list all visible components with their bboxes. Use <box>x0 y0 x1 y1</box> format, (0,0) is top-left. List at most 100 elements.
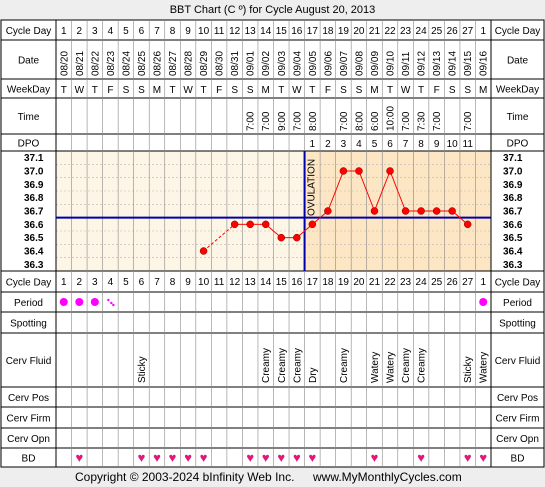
row-label-left: Date <box>18 56 40 67</box>
weekday-cell: S <box>340 85 347 96</box>
weekday-cell: M <box>370 85 378 96</box>
dpo-cell: 5 <box>372 139 378 150</box>
date-cell: 08/20 <box>59 51 70 76</box>
date-cell: 09/12 <box>417 51 428 76</box>
period-dot-icon <box>110 301 113 305</box>
cycle-day-cell: 20 <box>353 277 365 288</box>
heart-icon: ♥ <box>293 450 301 465</box>
cycle-day-cell: 26 <box>447 26 459 37</box>
cycle-day-cell: 26 <box>447 277 459 288</box>
y-tick-right: 36.5 <box>503 233 523 244</box>
cycle-day-cell: 22 <box>384 26 396 37</box>
weekday-cell: S <box>247 85 254 96</box>
row-label-left: WeekDay <box>7 85 50 96</box>
cycle-day-cell: 3 <box>92 26 98 37</box>
cerv-fluid-cell: Watery <box>479 352 490 383</box>
cycle-day-cell: 25 <box>431 26 443 37</box>
cerv-fluid-cell: Creamy <box>339 348 350 383</box>
cycle-day-cell: 17 <box>307 26 319 37</box>
y-tick-left: 36.3 <box>24 260 44 271</box>
weekday-cell: T <box>169 85 175 96</box>
date-cell: 09/14 <box>448 51 459 76</box>
cycle-day-cell: 9 <box>185 26 191 37</box>
date-cell: 08/24 <box>121 51 132 76</box>
cycle-day-cell: 4 <box>108 277 114 288</box>
heart-icon: ♥ <box>246 450 254 465</box>
temp-line-segment <box>327 170 344 212</box>
y-tick-right: 36.7 <box>503 207 523 218</box>
cycle-day-cell: 16 <box>291 26 303 37</box>
y-tick-left: 36.9 <box>24 180 44 191</box>
period-dot-icon <box>59 298 68 306</box>
cycle-day-cell: 6 <box>139 26 145 37</box>
cycle-day-cell: 27 <box>462 26 474 37</box>
time-cell: 10:00 <box>386 106 397 131</box>
heart-icon: ♥ <box>75 450 83 465</box>
cycle-day-cell: 14 <box>260 277 272 288</box>
date-cell: 09/05 <box>308 51 319 76</box>
y-tick-left: 37.1 <box>24 153 44 164</box>
y-tick-right: 37.1 <box>503 153 523 164</box>
cycle-day-cell: 8 <box>170 26 176 37</box>
heart-icon: ♥ <box>169 450 177 465</box>
heart-icon: ♥ <box>464 450 472 465</box>
date-cell: 09/07 <box>339 51 350 76</box>
weekday-cell: S <box>138 85 145 96</box>
y-tick-right: 37.0 <box>503 167 523 178</box>
row-label-left: BD <box>22 454 36 465</box>
weekday-cell: S <box>449 85 456 96</box>
temp-point <box>355 167 363 175</box>
cycle-day-cell: 9 <box>185 277 191 288</box>
row-label-left: Cerv Fluid <box>6 356 52 367</box>
cycle-day-cell: 1 <box>61 277 67 288</box>
cerv-fluid-cell: Creamy <box>277 348 288 383</box>
temp-point <box>463 220 472 229</box>
time-cell: 6:00 <box>370 111 381 131</box>
heart-icon: ♥ <box>371 450 379 465</box>
temp-point <box>308 220 317 229</box>
heart-icon: ♥ <box>138 450 146 465</box>
weekday-cell: F <box>216 85 222 96</box>
dpo-cell: 9 <box>434 139 440 150</box>
temp-line-segment <box>374 170 391 212</box>
date-cell: 09/15 <box>463 51 474 76</box>
cycle-day-cell: 16 <box>291 277 303 288</box>
dpo-cell: 8 <box>418 139 424 150</box>
cerv-fluid-cell: Sticky <box>137 356 148 383</box>
date-cell: 08/25 <box>137 51 148 76</box>
y-tick-left: 37.0 <box>24 167 44 178</box>
weekday-cell: M <box>479 85 487 96</box>
weekday-cell: W <box>292 85 302 96</box>
time-cell: 9:00 <box>277 111 288 131</box>
weekday-cell: W <box>401 85 411 96</box>
y-tick-left: 36.7 <box>24 207 44 218</box>
cycle-day-cell: 22 <box>384 277 396 288</box>
temp-line-segment <box>358 170 375 212</box>
date-cell: 09/02 <box>261 51 272 76</box>
cycle-day-cell: 19 <box>338 26 350 37</box>
row-label-right: Cerv Fluid <box>495 356 541 367</box>
date-cell: 08/31 <box>230 51 241 76</box>
temp-point <box>339 167 348 175</box>
period-dot-icon <box>479 298 488 306</box>
cycle-day-cell: 5 <box>123 277 129 288</box>
date-cell: 09/01 <box>246 51 257 76</box>
cycle-day-cell: 19 <box>338 277 350 288</box>
row-label-right: BD <box>511 454 525 465</box>
cerv-fluid-cell: Creamy <box>417 348 428 383</box>
cycle-day-cell: 11 <box>214 26 225 37</box>
temp-point <box>370 207 379 215</box>
date-cell: 08/22 <box>90 51 101 76</box>
heart-icon: ♥ <box>153 450 161 465</box>
cycle-day-cell: 14 <box>260 26 272 37</box>
weekday-cell: T <box>387 85 393 96</box>
temp-point <box>432 207 441 215</box>
cycle-day-cell: 15 <box>276 26 288 37</box>
cycle-day-cell: 10 <box>198 277 210 288</box>
temp-point <box>277 233 286 242</box>
cycle-day-cell: 2 <box>77 277 83 288</box>
row-label-left: Spotting <box>10 319 47 330</box>
row-label-left: Cerv Opn <box>7 434 50 445</box>
weekday-cell: T <box>201 85 207 96</box>
temp-point <box>293 233 301 242</box>
